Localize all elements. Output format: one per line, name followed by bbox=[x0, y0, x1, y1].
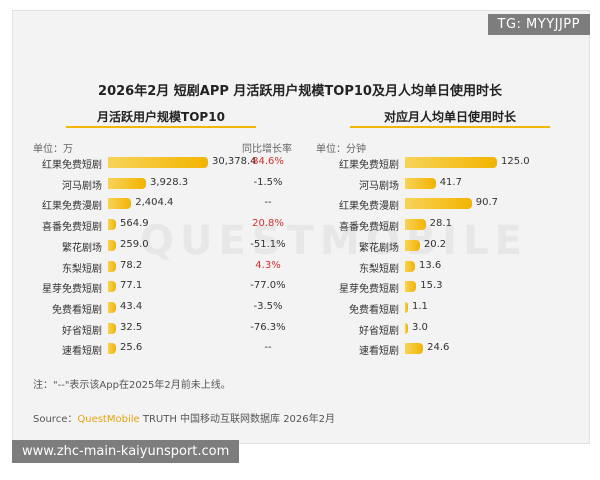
right-category-label: 东梨短剧 bbox=[359, 263, 399, 275]
left-bar bbox=[108, 343, 116, 355]
left-value-label: 3,928.3 bbox=[150, 176, 189, 188]
right-category-label: 速看短剧 bbox=[359, 346, 399, 358]
left-bar bbox=[108, 239, 116, 251]
growth-value: -- bbox=[264, 197, 272, 209]
right-value-label: 15.3 bbox=[420, 280, 443, 292]
right-category-label: 喜番免费短剧 bbox=[339, 222, 399, 234]
growth-value: -- bbox=[264, 342, 272, 354]
right-bar bbox=[405, 157, 497, 168]
left-category-label: 星芽免费短剧 bbox=[42, 284, 102, 296]
right-category-label: 红果免费漫剧 bbox=[339, 201, 399, 213]
source-prefix: Source： bbox=[33, 414, 78, 425]
site-url: www.zhc-main-kaiyunsport.com bbox=[12, 440, 240, 463]
left-bar bbox=[108, 157, 208, 168]
right-category-label: 免费看短剧 bbox=[349, 304, 399, 316]
source-line: Source：QuestMobile TRUTH 中国移动互联网数据库 2026… bbox=[33, 410, 335, 425]
left-bar bbox=[108, 219, 116, 231]
right-value-label: 24.6 bbox=[427, 342, 450, 354]
right-value-label: 28.1 bbox=[429, 218, 452, 230]
growth-value: 20.8% bbox=[252, 218, 284, 230]
left-category-label: 红果免费短剧 bbox=[42, 160, 102, 171]
watermark: QUESTMOBILE bbox=[140, 218, 528, 264]
growth-value: 4.3% bbox=[255, 259, 281, 271]
right-value-label: 13.6 bbox=[419, 259, 442, 271]
footnote: 注："--"表示该App在2025年2月前未上线。 bbox=[33, 380, 231, 391]
left-category-label: 繁花剧场 bbox=[62, 242, 102, 254]
left-value-label: 30,378.4 bbox=[212, 156, 257, 167]
left-value-label: 259.0 bbox=[120, 238, 149, 250]
right-value-label: 20.2 bbox=[423, 238, 447, 250]
left-category-label: 免费看短剧 bbox=[52, 304, 102, 316]
right-bar bbox=[405, 177, 436, 189]
right-unit-label: 单位：分钟 bbox=[316, 144, 366, 155]
left-unit-label: 单位：万 bbox=[33, 144, 73, 155]
right-bar bbox=[405, 281, 417, 293]
left-value-label: 43.4 bbox=[120, 300, 143, 312]
left-category-label: 河马剧场 bbox=[62, 180, 102, 192]
right-category-label: 好省短剧 bbox=[359, 325, 399, 337]
left-bar bbox=[108, 322, 116, 334]
left-chart-title: 月活跃用户规模TOP10 bbox=[97, 110, 225, 124]
left-value-label: 25.6 bbox=[120, 342, 143, 354]
right-value-label: 90.7 bbox=[475, 197, 499, 209]
left-bar bbox=[108, 301, 116, 313]
left-category-label: 红果免费漫剧 bbox=[42, 201, 102, 213]
right-bar bbox=[405, 219, 426, 231]
left-category-label: 速看短剧 bbox=[62, 346, 102, 358]
right-bar bbox=[405, 260, 415, 272]
left-category-label: 东梨短剧 bbox=[62, 263, 102, 275]
source-brand: QuestMobile bbox=[77, 414, 140, 425]
left-bar bbox=[108, 198, 132, 210]
right-bar bbox=[405, 301, 408, 313]
source-suffix: TRUTH 中国移动互联网数据库 2026年2月 bbox=[139, 414, 336, 425]
right-value-label: 41.7 bbox=[439, 176, 462, 188]
right-category-label: 红果免费短剧 bbox=[339, 160, 399, 171]
right-value-label: 125.0 bbox=[501, 156, 530, 167]
right-bar bbox=[405, 198, 472, 210]
right-value-label: 3.0 bbox=[412, 321, 428, 333]
growth-value: -1.5% bbox=[253, 176, 283, 188]
left-bar bbox=[108, 177, 146, 189]
right-category-label: 星芽免费短剧 bbox=[339, 284, 399, 296]
left-value-label: 32.5 bbox=[120, 321, 143, 333]
right-value-label: 1.1 bbox=[412, 300, 428, 312]
growth-header: 同比增长率 bbox=[242, 144, 292, 155]
left-category-label: 喜番免费短剧 bbox=[42, 222, 102, 234]
growth-value: -51.1% bbox=[250, 238, 286, 250]
left-value-label: 564.9 bbox=[120, 218, 149, 230]
right-title-underline bbox=[350, 126, 550, 128]
right-bar bbox=[405, 239, 420, 251]
growth-value: -3.5% bbox=[253, 300, 283, 312]
right-bar bbox=[405, 322, 408, 334]
left-title-underline bbox=[66, 126, 256, 128]
growth-value: 84.6% bbox=[252, 156, 284, 167]
left-value-label: 77.1 bbox=[120, 280, 143, 292]
growth-value: -77.0% bbox=[250, 280, 286, 292]
right-bar bbox=[405, 343, 424, 355]
right-chart-title: 对应月人均单日使用时长 bbox=[383, 110, 516, 124]
left-bar bbox=[108, 281, 116, 293]
left-bar bbox=[108, 260, 116, 272]
right-category-label: 河马剧场 bbox=[359, 180, 399, 192]
left-value-label: 2,404.4 bbox=[135, 197, 174, 209]
left-value-label: 78.2 bbox=[120, 259, 143, 271]
chart-main-title: 2026年2月 短剧APP 月活跃用户规模TOP10及月人均单日使用时长 bbox=[98, 84, 502, 99]
right-category-label: 繁花剧场 bbox=[359, 242, 399, 254]
tg-tag: TG: MYYJJPP bbox=[487, 14, 590, 35]
growth-value: -76.3% bbox=[250, 321, 286, 333]
left-category-label: 好省短剧 bbox=[62, 325, 102, 337]
